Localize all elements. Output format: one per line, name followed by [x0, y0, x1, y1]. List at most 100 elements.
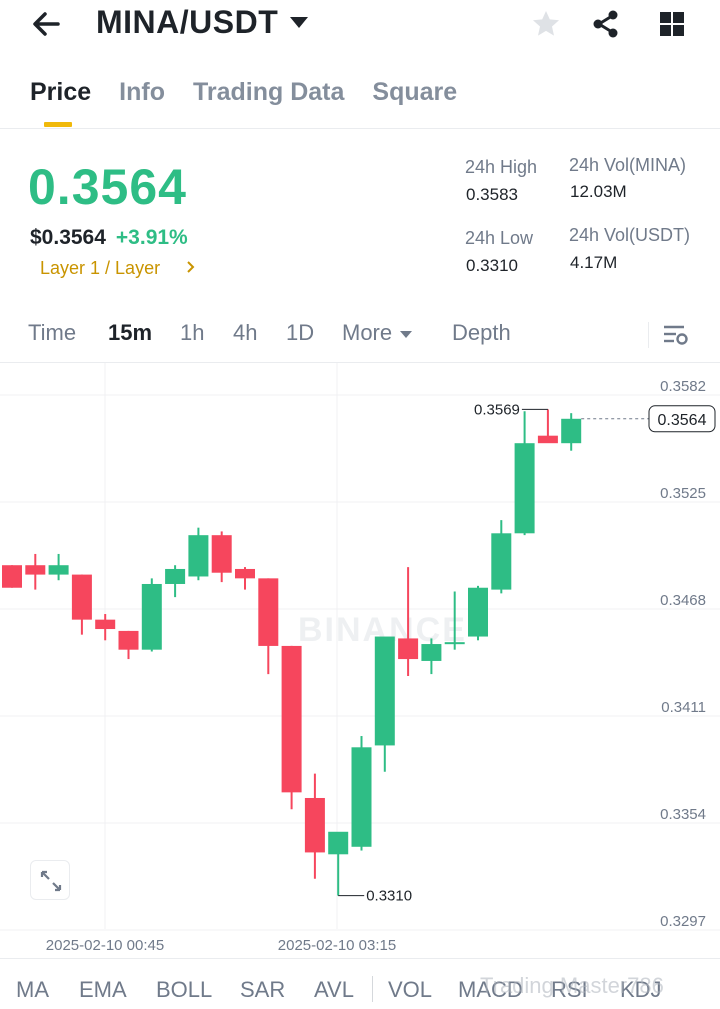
interval-more-label: More [342, 320, 393, 345]
indicator-ma[interactable]: MA [16, 977, 49, 1002]
x-tick-label: 2025-02-10 00:45 [46, 937, 164, 954]
stat-vol-base-value: 12.03M [570, 182, 627, 201]
interval-1h[interactable]: 1h [180, 320, 205, 345]
candle-body [165, 568, 186, 584]
section-tabs: Price Info Trading Data Square [30, 78, 485, 107]
pair-selector[interactable]: MINA/USDT [96, 4, 309, 41]
y-tick-label: 0.3354 [660, 806, 706, 823]
y-tick-label: 0.3411 [661, 699, 706, 716]
candle-body [71, 574, 92, 620]
back-arrow-icon [33, 12, 60, 36]
candle-body [537, 435, 558, 444]
y-tick-label: 0.3525 [660, 485, 706, 502]
stat-high-value: 0.3583 [466, 185, 518, 204]
y-tick-label: 0.3297 [660, 913, 706, 930]
expand-chart-button[interactable] [30, 860, 70, 900]
interval-1d[interactable]: 1D [286, 320, 315, 345]
candle-body [95, 619, 116, 630]
stat-vol-base-label: 24h Vol(MINA) [569, 155, 687, 175]
divider [0, 958, 720, 959]
candle-body [328, 831, 349, 855]
candle-body [304, 797, 325, 853]
y-tick-label: 0.3582 [660, 378, 706, 395]
expand-icon [40, 870, 62, 892]
candlestick-chart[interactable]: 0.35820.35250.34680.34110.33540.3297BINA… [0, 363, 720, 959]
high-annotation-label: 0.3569 [474, 401, 520, 418]
indicator-macd[interactable]: MACD [458, 977, 523, 1002]
indicator-vol[interactable]: VOL [388, 977, 433, 1002]
stat-high-label: 24h High [465, 157, 538, 177]
interval-bar: Time 15m 1h 4h 1D More Depth [28, 320, 718, 350]
candle-body [281, 645, 302, 793]
price-change-percent: +3.91% [115, 226, 188, 249]
interval-4h[interactable]: 4h [233, 320, 258, 345]
category-tag-link[interactable]: Layer 1 / Layer [40, 258, 196, 279]
candle-body [468, 587, 488, 637]
app-header: MINA/USDT [0, 0, 720, 52]
candle-body [141, 583, 162, 650]
share-button[interactable] [590, 8, 622, 40]
tab-square[interactable]: Square [372, 78, 458, 106]
chart-settings-button[interactable] [660, 320, 690, 350]
chart-settings-icon [664, 325, 688, 345]
divider [372, 976, 373, 1002]
caret-down-icon [290, 17, 309, 28]
interval-depth[interactable]: Depth [452, 320, 511, 345]
current-price-label: 0.3564 [658, 412, 707, 429]
candle-body [514, 443, 535, 534]
candle-body [2, 565, 22, 588]
indicator-sar[interactable]: SAR [240, 977, 286, 1002]
usd-price: $0.3564 [30, 226, 106, 249]
candle-body [48, 565, 69, 575]
tab-trading-data[interactable]: Trading Data [193, 78, 345, 106]
favorite-button[interactable] [530, 8, 562, 40]
y-tick-label: 0.3468 [660, 592, 706, 609]
share-icon [593, 10, 618, 38]
low-annotation-label: 0.3310 [366, 888, 412, 905]
grid-icon [660, 12, 684, 36]
divider [0, 362, 720, 363]
indicator-avl[interactable]: AVL [314, 977, 354, 1002]
caret-down-icon [400, 330, 413, 338]
indicator-kdj[interactable]: KDJ [620, 977, 662, 1002]
price-usd-row: $0.3564 +3.91% [30, 226, 188, 250]
indicator-ema[interactable]: EMA [79, 977, 127, 1002]
candle-body [444, 642, 465, 645]
divider [0, 128, 720, 129]
active-tab-indicator [44, 122, 72, 127]
pair-title: MINA/USDT [96, 4, 279, 40]
layout-button[interactable] [656, 8, 688, 40]
stat-vol-quote-label: 24h Vol(USDT) [569, 225, 691, 245]
tab-price[interactable]: Price [30, 78, 92, 106]
candle-body [351, 747, 372, 847]
candle-body [25, 565, 46, 575]
interval-15m[interactable]: 15m [108, 320, 153, 345]
indicator-rsi[interactable]: RSI [551, 977, 588, 1002]
stat-low-label: 24h Low [465, 228, 534, 248]
interval-time[interactable]: Time [28, 320, 77, 345]
indicator-boll[interactable]: BOLL [156, 977, 213, 1002]
category-tag: Layer 1 / Layer [40, 258, 161, 278]
stat-vol-quote-value: 4.17M [570, 253, 618, 272]
interval-more[interactable]: More [342, 320, 413, 346]
candle-body [374, 636, 395, 746]
tab-info[interactable]: Info [119, 78, 165, 106]
candle-body [235, 568, 255, 579]
candle-body [398, 638, 419, 660]
stat-low-value: 0.3310 [466, 256, 518, 275]
chevron-right-icon [186, 258, 196, 279]
candle-body [421, 644, 442, 661]
back-button[interactable] [28, 6, 68, 42]
current-price-tag [648, 405, 716, 433]
candle-body [188, 535, 209, 577]
candle-body [211, 535, 232, 573]
x-tick-label: 2025-02-10 03:15 [278, 937, 396, 954]
divider [648, 322, 649, 348]
candle-body [491, 533, 512, 590]
candle-body [118, 630, 139, 650]
footer-watermark: Trading Master786 [480, 973, 664, 998]
star-icon [533, 11, 559, 36]
last-price: 0.3564 [28, 159, 187, 215]
candle-body [258, 578, 279, 646]
candle-body [561, 418, 582, 444]
